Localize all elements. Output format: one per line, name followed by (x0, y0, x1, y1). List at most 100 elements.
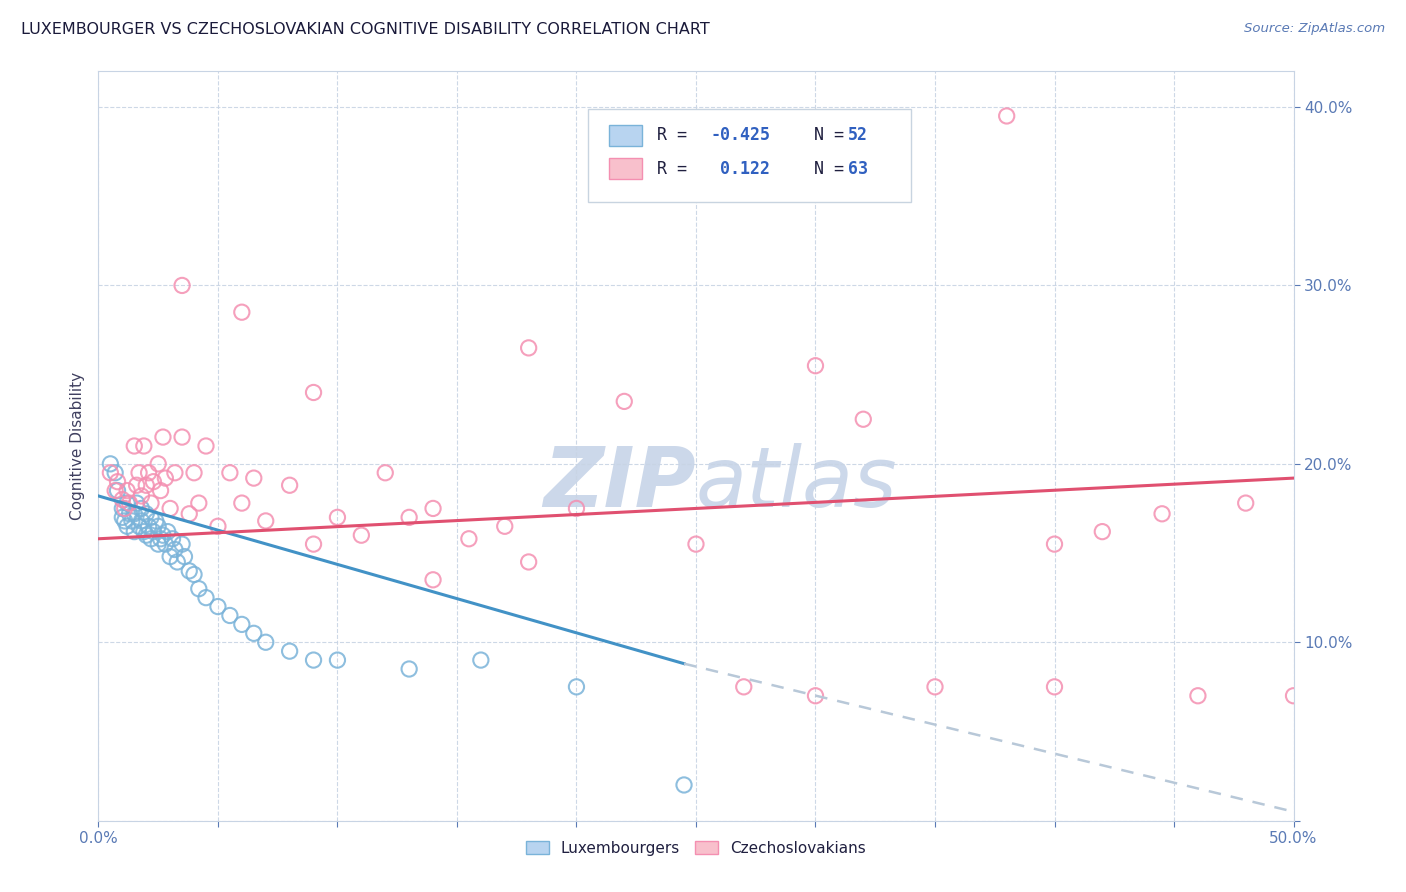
Point (162, 532, 184, 546)
Point (107, 475, 129, 489)
Point (302, 385, 325, 400)
Text: N =: N = (794, 160, 853, 178)
Point (156, 524, 179, 539)
Point (118, 496, 141, 510)
Point (125, 496, 148, 510)
Point (422, 573, 444, 587)
Text: 52: 52 (848, 126, 868, 144)
Text: 63: 63 (848, 160, 868, 178)
Point (924, 680, 946, 694)
Point (128, 519, 150, 533)
FancyBboxPatch shape (609, 125, 643, 145)
Point (278, 478, 301, 492)
Point (565, 501, 588, 516)
Point (1043, 680, 1066, 694)
Point (673, 778, 696, 792)
FancyBboxPatch shape (589, 109, 911, 202)
Point (138, 466, 160, 480)
Point (163, 466, 186, 480)
Point (187, 582, 209, 596)
Point (115, 496, 138, 510)
Point (98, 457, 122, 471)
Text: Source: ZipAtlas.com: Source: ZipAtlas.com (1244, 22, 1385, 36)
Point (179, 507, 201, 521)
Text: N =: N = (794, 126, 853, 144)
Point (422, 501, 444, 516)
Point (302, 537, 325, 551)
Point (243, 626, 266, 640)
Point (852, 412, 875, 426)
Point (458, 532, 481, 546)
Point (115, 519, 138, 533)
Point (231, 496, 253, 510)
Text: ZIP: ZIP (543, 443, 696, 524)
Point (118, 507, 141, 521)
Point (135, 528, 157, 542)
Point (142, 524, 165, 539)
Point (1043, 537, 1066, 551)
Point (142, 475, 165, 489)
Point (148, 537, 170, 551)
Point (374, 466, 396, 480)
Point (470, 653, 492, 667)
Point (121, 514, 143, 528)
Point (152, 528, 174, 542)
Point (155, 537, 177, 551)
Point (111, 492, 134, 507)
Point (179, 564, 201, 578)
Point (350, 528, 373, 542)
Point (139, 496, 162, 510)
Point (114, 501, 136, 516)
Y-axis label: Cognitive Disability: Cognitive Disability (69, 372, 84, 520)
Point (494, 519, 516, 533)
Point (207, 519, 229, 533)
Point (172, 537, 194, 551)
Point (254, 514, 277, 528)
Point (254, 635, 277, 649)
Point (302, 653, 325, 667)
Point (1234, 496, 1257, 510)
Point (132, 524, 155, 539)
Point (159, 501, 181, 516)
Point (107, 483, 129, 498)
Point (155, 471, 177, 485)
Point (166, 555, 188, 569)
Point (124, 507, 146, 521)
Point (326, 653, 349, 667)
Point (111, 501, 134, 516)
Point (111, 510, 134, 524)
Text: atlas: atlas (696, 443, 897, 524)
Point (149, 483, 172, 498)
Point (104, 483, 127, 498)
Point (398, 510, 420, 524)
Point (1091, 524, 1114, 539)
Point (219, 608, 242, 623)
Point (135, 478, 157, 492)
Point (149, 532, 172, 546)
Point (517, 555, 540, 569)
Point (326, 510, 349, 524)
Point (98, 466, 122, 480)
Point (183, 567, 205, 582)
Text: -0.425: -0.425 (710, 126, 770, 144)
Point (159, 549, 181, 564)
Point (131, 501, 153, 516)
Point (131, 514, 153, 528)
Text: LUXEMBOURGER VS CZECHOSLOVAKIAN COGNITIVE DISABILITY CORRELATION CHART: LUXEMBOURGER VS CZECHOSLOVAKIAN COGNITIV… (21, 22, 710, 37)
Text: 0.122: 0.122 (710, 160, 770, 178)
Point (231, 617, 253, 632)
Point (115, 483, 138, 498)
Point (517, 341, 540, 355)
Point (145, 514, 167, 528)
Point (172, 278, 194, 293)
Point (124, 524, 146, 539)
Point (243, 471, 266, 485)
Point (685, 537, 707, 551)
Point (124, 439, 146, 453)
Point (163, 542, 186, 557)
FancyBboxPatch shape (609, 158, 643, 179)
Point (152, 430, 174, 444)
Legend: Luxembourgers, Czechoslovakians: Luxembourgers, Czechoslovakians (520, 834, 872, 862)
Point (195, 439, 218, 453)
Point (125, 478, 148, 492)
